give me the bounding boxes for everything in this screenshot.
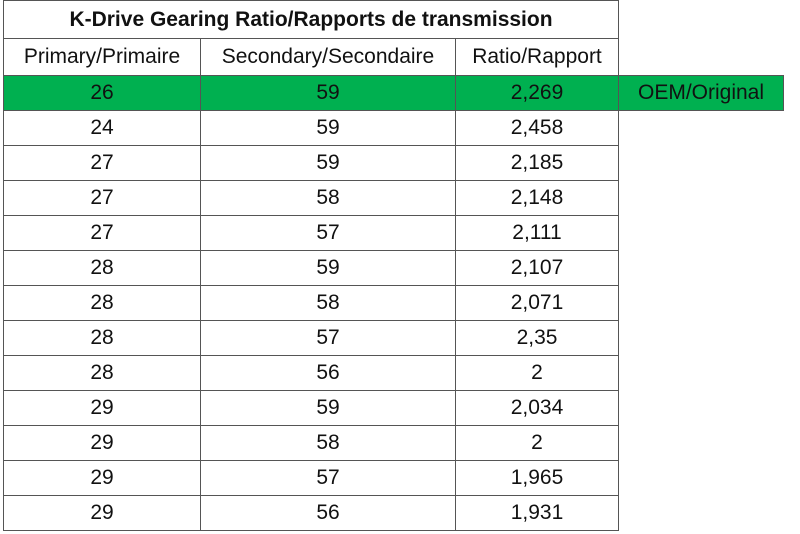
table-body: K-Drive Gearing Ratio/Rapports de transm… (3, 0, 784, 531)
cell: 57 (200, 460, 456, 496)
cell: 27 (3, 145, 201, 181)
cell: 29 (3, 460, 201, 496)
cell: 28 (3, 285, 201, 321)
cell: 59 (200, 110, 456, 146)
data-row: 29 56 1,931 (3, 495, 784, 531)
title-row: K-Drive Gearing Ratio/Rapports de transm… (3, 0, 784, 39)
data-row: 28 56 2 (3, 355, 784, 391)
cell: 58 (200, 285, 456, 321)
empty-cell (619, 251, 784, 286)
empty-cell (619, 216, 784, 251)
cell: 28 (3, 320, 201, 356)
data-row: 28 58 2,071 (3, 285, 784, 321)
empty-cell (619, 356, 784, 391)
cell: 2,458 (455, 110, 619, 146)
empty-cell (619, 286, 784, 321)
cell: 59 (200, 250, 456, 286)
cell: 28 (3, 250, 201, 286)
data-row: 27 59 2,185 (3, 145, 784, 181)
cell: 2,35 (455, 320, 619, 356)
cell: 2 (455, 355, 619, 391)
cell: 2,111 (455, 215, 619, 251)
cell: 2,185 (455, 145, 619, 181)
cell: 57 (200, 215, 456, 251)
cell: 56 (200, 355, 456, 391)
cell: 24 (3, 110, 201, 146)
cell: 56 (200, 495, 456, 531)
data-row: 26 59 2,269 OEM/Original (3, 75, 784, 111)
cell: 59 (200, 145, 456, 181)
data-row: 29 57 1,965 (3, 460, 784, 496)
cell: 2 (455, 425, 619, 461)
data-row: 24 59 2,458 (3, 110, 784, 146)
row-note: OEM/Original (618, 75, 784, 111)
empty-cell (619, 111, 784, 146)
cell: 58 (200, 180, 456, 216)
cell: 59 (200, 75, 456, 111)
cell: 1,931 (455, 495, 619, 531)
cell: 29 (3, 425, 201, 461)
data-row: 27 57 2,111 (3, 215, 784, 251)
cell: 28 (3, 355, 201, 391)
cell: 27 (3, 180, 201, 216)
column-header: Ratio/Rapport (455, 38, 619, 76)
data-row: 29 58 2 (3, 425, 784, 461)
data-row: 29 59 2,034 (3, 390, 784, 426)
cell: 2,107 (455, 250, 619, 286)
column-header: Secondary/Secondaire (200, 38, 456, 76)
empty-cell (619, 39, 784, 76)
gearing-table: K-Drive Gearing Ratio/Rapports de transm… (3, 0, 784, 531)
empty-cell (619, 426, 784, 461)
cell: 59 (200, 390, 456, 426)
data-row: 28 59 2,107 (3, 250, 784, 286)
empty-cell (619, 146, 784, 181)
cell: 29 (3, 390, 201, 426)
empty-cell (619, 1, 784, 39)
cell: 26 (3, 75, 201, 111)
empty-cell (619, 181, 784, 216)
header-row: Primary/Primaire Secondary/Secondaire Rati… (3, 38, 784, 76)
empty-cell (619, 496, 784, 531)
cell: 58 (200, 425, 456, 461)
cell: 1,965 (455, 460, 619, 496)
cell: 27 (3, 215, 201, 251)
cell: 2,269 (455, 75, 619, 111)
cell: 29 (3, 495, 201, 531)
empty-cell (619, 321, 784, 356)
cell: 2,148 (455, 180, 619, 216)
data-row: 28 57 2,35 (3, 320, 784, 356)
cell: 2,071 (455, 285, 619, 321)
cell: 57 (200, 320, 456, 356)
table-title: K-Drive Gearing Ratio/Rapports de transm… (3, 0, 619, 39)
empty-cell (619, 391, 784, 426)
cell: 2,034 (455, 390, 619, 426)
empty-cell (619, 461, 784, 496)
data-row: 27 58 2,148 (3, 180, 784, 216)
column-header: Primary/Primaire (3, 38, 201, 76)
